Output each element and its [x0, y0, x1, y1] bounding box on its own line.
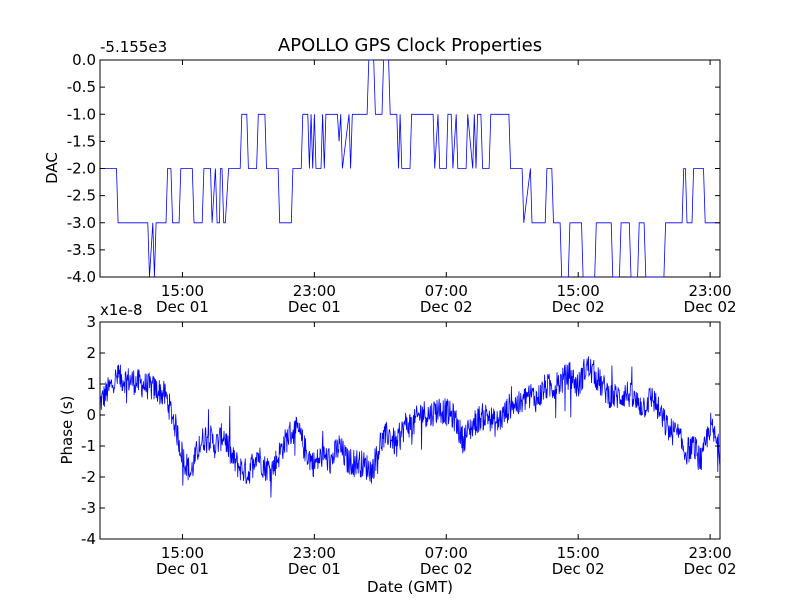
- dac-ytick-label: -2.0: [67, 160, 96, 178]
- dac-xtick-time: 23:00: [688, 282, 731, 300]
- phase-ytick-label: -1: [81, 437, 96, 455]
- phase-ytick-label: 3: [86, 313, 96, 331]
- dac-xtick-date: Dec 02: [552, 298, 605, 316]
- phase-xtick-date: Dec 01: [156, 560, 209, 578]
- phase-ytick-label: -2: [81, 468, 96, 486]
- phase-xtick-date: Dec 02: [552, 560, 605, 578]
- phase-y-ticks: 3 2 1 0 -1 -2 -3 -4: [81, 313, 720, 548]
- dac-xtick-time: 07:00: [425, 282, 468, 300]
- dac-series-line: [100, 59, 720, 278]
- phase-xtick-time: 07:00: [425, 544, 468, 562]
- phase-ytick-label: 1: [86, 375, 96, 393]
- phase-axes-frame: [99, 321, 721, 540]
- dac-ytick-label: -1.5: [67, 132, 96, 150]
- dac-xtick-time: 15:00: [161, 282, 204, 300]
- phase-ytick-label: -4: [81, 530, 96, 548]
- phase-xtick-time: 15:00: [557, 544, 600, 562]
- dac-xtick-date: Dec 02: [684, 298, 737, 316]
- dac-ylabel: DAC: [43, 152, 61, 184]
- phase-xtick-date: Dec 01: [288, 560, 341, 578]
- phase-xtick-date: Dec 02: [420, 560, 473, 578]
- dac-offset-label: -5.155e3: [100, 38, 167, 56]
- dac-ytick-label: -4.0: [67, 268, 96, 286]
- dac-xtick-time: 15:00: [557, 282, 600, 300]
- dac-ytick-label: -3.5: [67, 241, 96, 259]
- dac-ytick-label: 0.0: [72, 51, 96, 69]
- dac-xtick-date: Dec 01: [156, 298, 209, 316]
- chart-title: APOLLO GPS Clock Properties: [278, 35, 542, 56]
- dac-xtick-date: Dec 01: [288, 298, 341, 316]
- phase-ytick-label: 2: [86, 344, 96, 362]
- dac-ytick-label: -1.0: [67, 105, 96, 123]
- dac-y-ticks: 0.0 -0.5 -1.0 -1.5 -2.0 -2.5 -3.0 -3.5 -4.0: [67, 51, 720, 286]
- phase-xtick-time: 23:00: [293, 544, 336, 562]
- phase-xtick-time: 15:00: [161, 544, 204, 562]
- dac-ytick-label: -3.0: [67, 214, 96, 232]
- x-axis-label: Date (GMT): [367, 578, 453, 596]
- dac-panel: -5.155e3 DAC 0.0 -0.5 -1.0 -1.5 -2.0 -2.5 -3.0…: [43, 38, 737, 316]
- dac-ytick-label: -2.5: [67, 187, 96, 205]
- dac-ytick-label: -0.5: [67, 78, 96, 96]
- dac-xtick-date: Dec 02: [420, 298, 473, 316]
- phase-ylabel: Phase (s): [58, 395, 76, 464]
- phase-xtick-date: Dec 02: [684, 560, 737, 578]
- phase-offset-label: x1e-8: [100, 301, 143, 319]
- phase-xtick-time: 23:00: [688, 544, 731, 562]
- phase-ytick-label: -3: [81, 499, 96, 517]
- phase-series-line: [99, 356, 721, 498]
- phase-ytick-label: 0: [86, 406, 96, 424]
- dac-xtick-time: 23:00: [293, 282, 336, 300]
